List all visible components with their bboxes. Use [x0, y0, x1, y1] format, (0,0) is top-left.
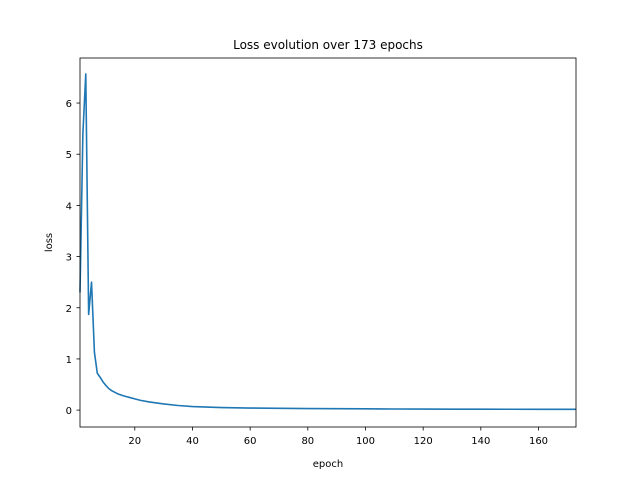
plot-frame — [79, 57, 577, 428]
y-tick-label: 2 — [66, 304, 72, 315]
x-tick-label: 140 — [471, 436, 490, 447]
y-tick-label: 5 — [66, 150, 72, 161]
plot-area — [80, 58, 576, 427]
x-tick-label: 100 — [356, 436, 375, 447]
x-tick-label: 120 — [414, 436, 433, 447]
x-tick-label: 80 — [301, 436, 314, 447]
y-tick-label: 3 — [66, 253, 72, 264]
y-tick-label: 1 — [66, 355, 72, 366]
chart-title: Loss evolution over 173 epochs — [233, 38, 423, 52]
y-axis-label: loss — [44, 233, 55, 252]
y-axis: 0 1 2 3 4 5 6 — [66, 99, 80, 417]
y-tick-label: 0 — [66, 406, 72, 417]
y-tick-label: 6 — [66, 99, 72, 110]
y-tick-label: 4 — [66, 201, 72, 212]
x-axis-label: epoch — [313, 459, 343, 470]
loss-series-line — [79, 73, 577, 411]
series-layer — [79, 73, 577, 411]
x-tick-label: 20 — [128, 436, 141, 447]
x-axis: 20 40 60 80 100 120 140 160 — [128, 427, 548, 447]
x-tick-label: 160 — [529, 436, 548, 447]
x-tick-label: 40 — [186, 436, 199, 447]
x-tick-label: 60 — [244, 436, 257, 447]
